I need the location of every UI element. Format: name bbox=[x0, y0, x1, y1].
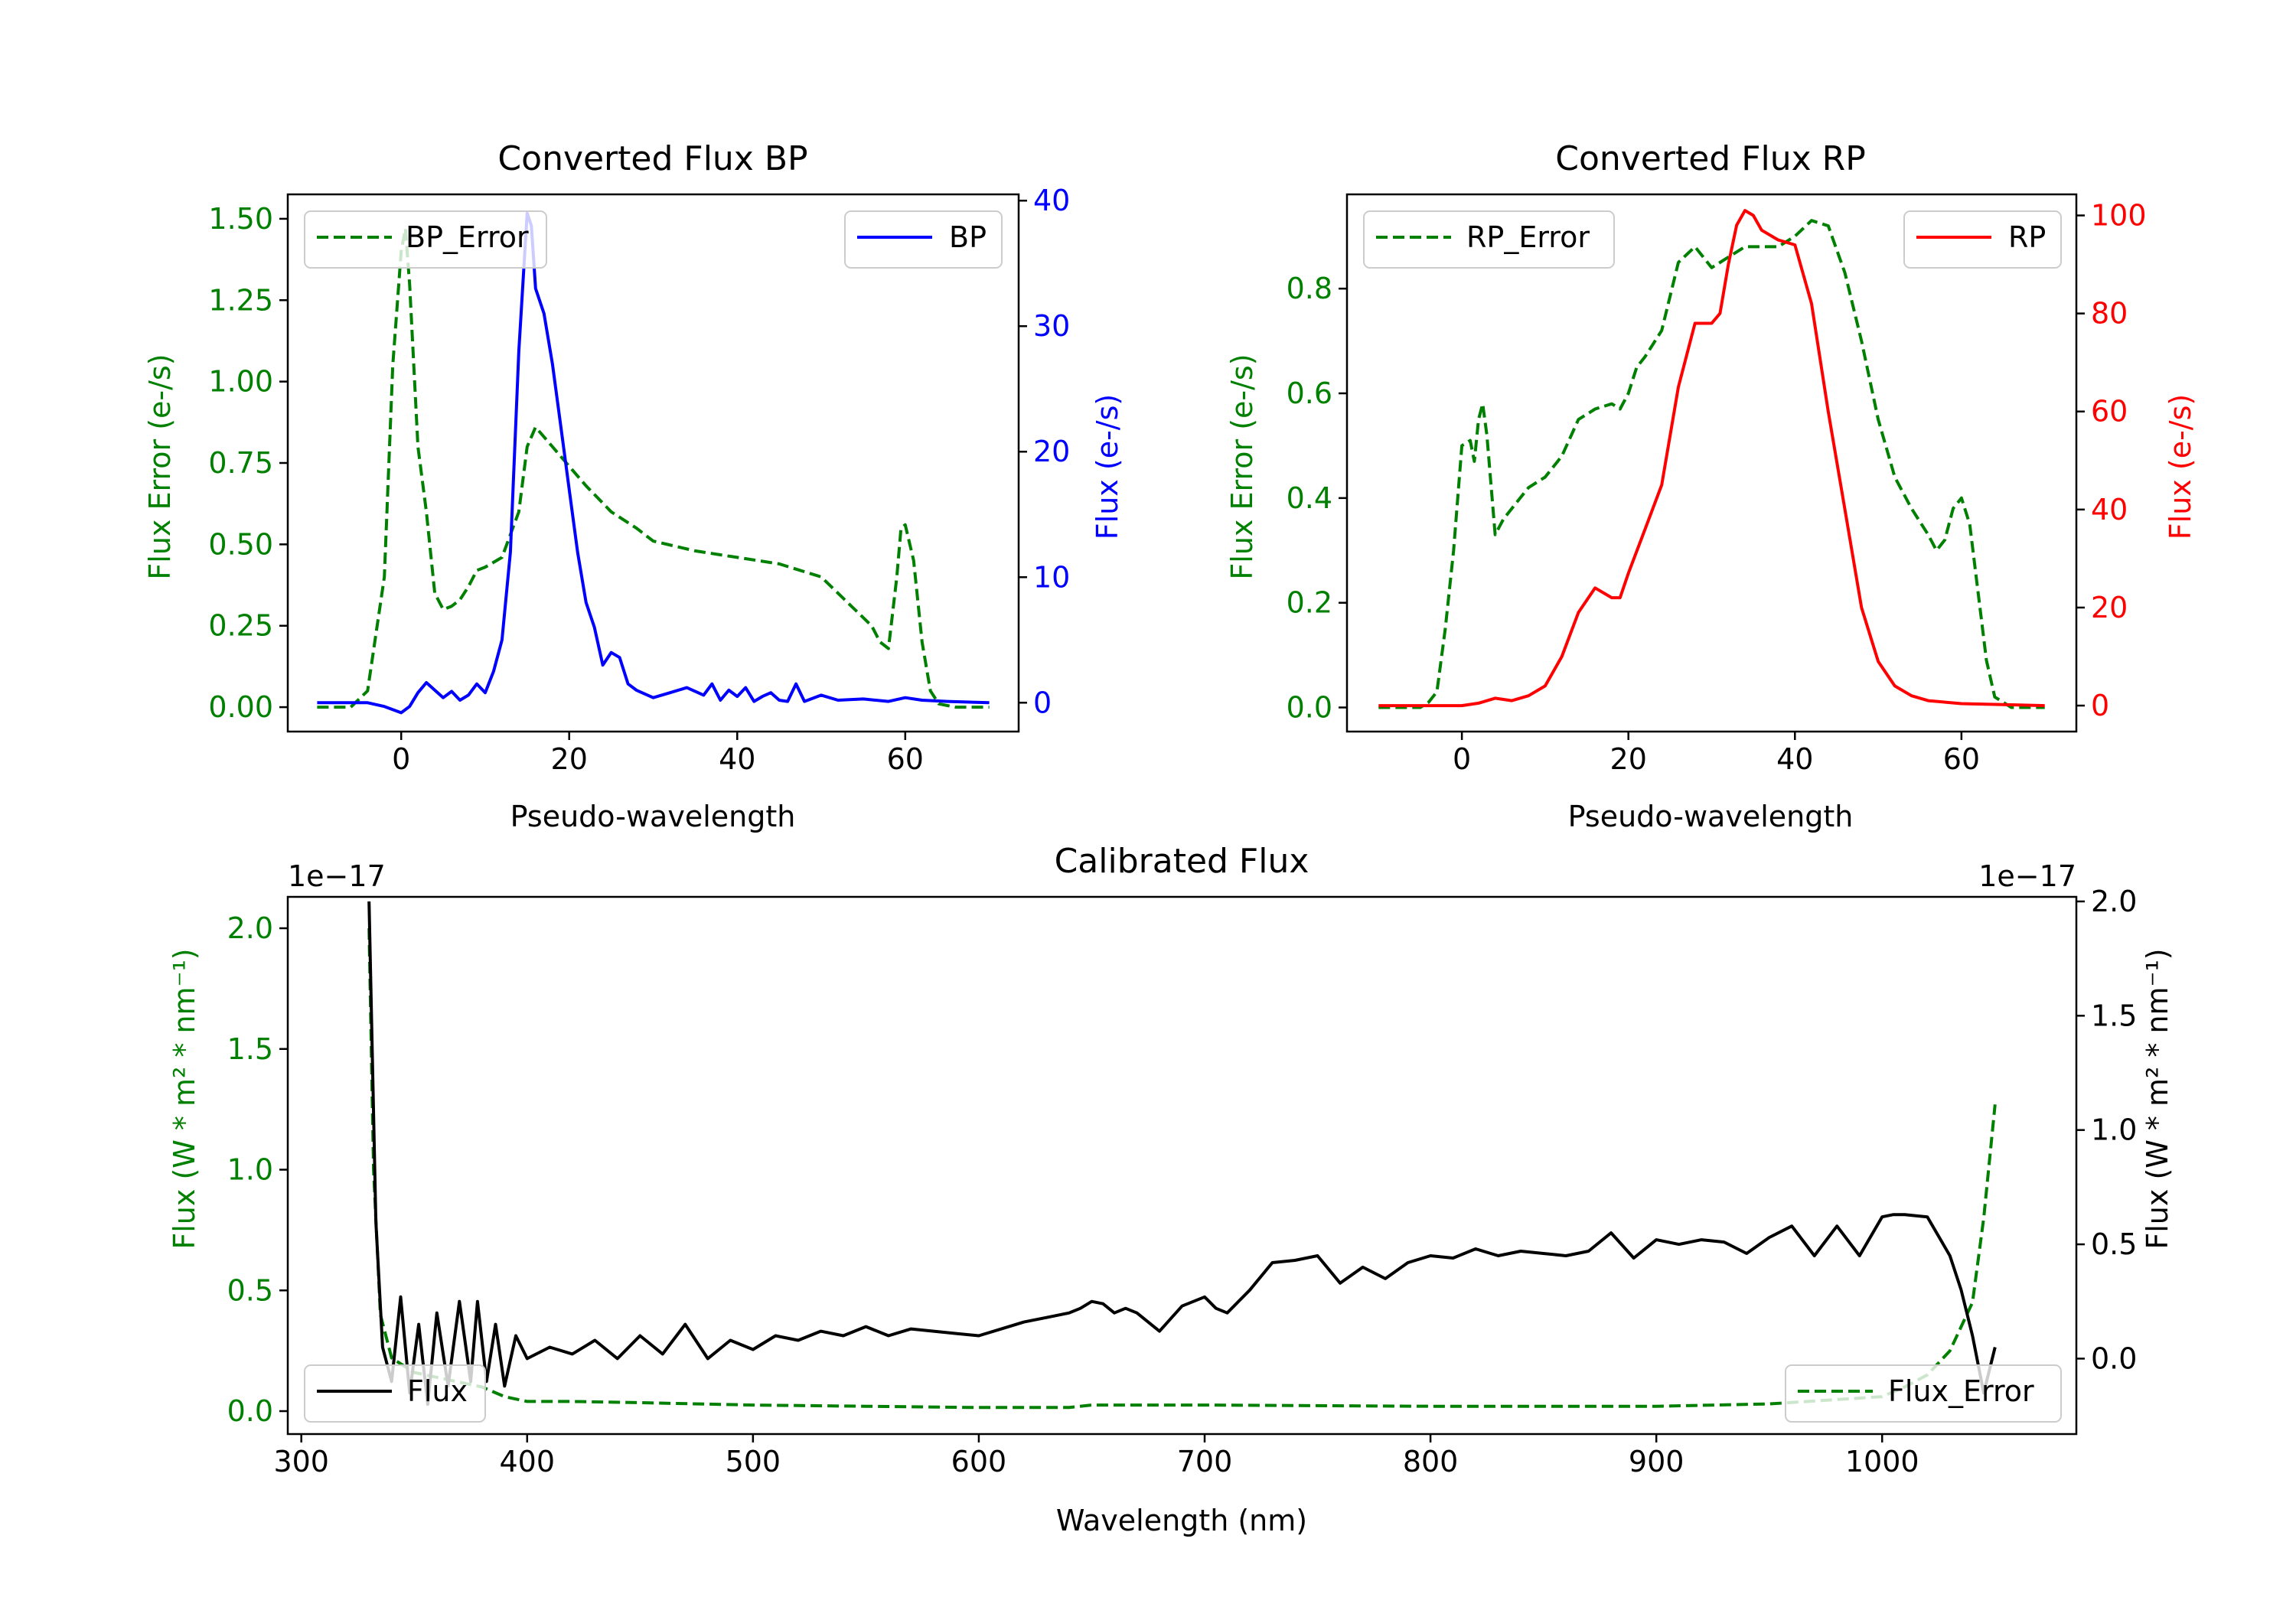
cal-flux-legend: Flux bbox=[304, 1364, 486, 1423]
rp-left-ytick-label: 0.4 bbox=[1287, 481, 1332, 515]
cal-right-offset-text: 1e−17 bbox=[1978, 859, 2076, 893]
cal-left-ytick-label: 0.5 bbox=[227, 1273, 273, 1307]
bp-xtick-label: 20 bbox=[551, 742, 588, 776]
cal-xtick-label: 800 bbox=[1403, 1445, 1459, 1478]
rp-axes-frame bbox=[1345, 193, 2078, 733]
cal-right-ytick-label: 2.0 bbox=[2091, 885, 2137, 918]
rp-plot-layer: 0 20 40 60 0.0 0.2 0.4 0.6 0.8 0 20 40 60 80 100 bbox=[1287, 199, 2147, 776]
rp-right-ytick-label: 60 bbox=[2091, 395, 2128, 429]
rp-right-ytick-label: 100 bbox=[2091, 199, 2147, 233]
bp-left-ytick-label: 0.25 bbox=[208, 609, 273, 643]
cal-xtick-label: 600 bbox=[951, 1445, 1007, 1478]
bp-xtick-label: 0 bbox=[392, 742, 410, 776]
cal-error-legend-label: Flux_Error bbox=[1888, 1374, 2034, 1408]
cal-error-legend: Flux_Error bbox=[1785, 1364, 2062, 1423]
cal-right-ytick-label: 0.5 bbox=[2091, 1227, 2137, 1261]
bp-xtick-label: 60 bbox=[887, 742, 924, 776]
rp-right-ytick-label: 20 bbox=[2091, 591, 2128, 624]
rp-legend-label: RP bbox=[2008, 220, 2046, 254]
rp-error-legend-label: RP_Error bbox=[1466, 220, 1590, 254]
cal-xtick-label: 300 bbox=[273, 1445, 329, 1478]
cal-xlabel: Wavelength (nm) bbox=[1056, 1504, 1307, 1537]
rp-xlabel: Pseudo-wavelength bbox=[1568, 800, 1854, 833]
cal-title: Calibrated Flux bbox=[1055, 842, 1309, 881]
bp-left-ytick-label: 0.75 bbox=[208, 446, 273, 480]
bp-series-bp bbox=[317, 211, 990, 715]
bp-left-ylabel: Flux Error (e-/s) bbox=[143, 354, 177, 579]
bp-left-ytick-label: 0.00 bbox=[208, 690, 273, 724]
rp-xtick-label: 0 bbox=[1453, 742, 1471, 776]
rp-xtick-label: 60 bbox=[1943, 742, 1980, 776]
rp-right-ylabel: Flux (e-/s) bbox=[2164, 394, 2197, 539]
cal-left-ytick-label: 1.0 bbox=[227, 1153, 273, 1187]
cal-right-ylabel: Flux (W * m² * nm⁻¹) bbox=[2141, 948, 2174, 1249]
rp-series-rp-error bbox=[1378, 219, 2045, 709]
bp-left-ytick-label: 1.00 bbox=[208, 365, 273, 399]
bp-legend-label: BP bbox=[949, 220, 987, 254]
cal-xtick-label: 900 bbox=[1629, 1445, 1684, 1478]
bp-panel: Converted Flux BP Pseudo-wavelength Flux… bbox=[143, 139, 1124, 833]
cal-panel: Calibrated Flux Wavelength (nm) Flux (W … bbox=[168, 842, 2174, 1537]
cal-xtick-label: 500 bbox=[726, 1445, 781, 1478]
bp-title: Converted Flux BP bbox=[497, 139, 807, 178]
bp-right-ytick-label: 10 bbox=[1033, 560, 1070, 594]
cal-xtick-label: 1000 bbox=[1845, 1445, 1919, 1478]
cal-left-ytick-label: 1.5 bbox=[227, 1032, 273, 1066]
cal-plot-layer: 300 400 500 600 700 800 900 1000 0.0 0.5 1.0 1.5 2.0… bbox=[227, 885, 2138, 1478]
bp-right-ylabel: Flux (e-/s) bbox=[1091, 394, 1124, 539]
bp-xlabel: Pseudo-wavelength bbox=[510, 800, 796, 833]
cal-left-ylabel: Flux (W * m² * nm⁻¹) bbox=[168, 948, 201, 1249]
rp-panel: Converted Flux RP Pseudo-wavelength Flux… bbox=[1225, 139, 2197, 833]
rp-right-ytick-label: 0 bbox=[2091, 689, 2109, 722]
bp-right-ytick-label: 20 bbox=[1033, 435, 1070, 468]
cal-axes-frame bbox=[286, 895, 2078, 1436]
rp-error-legend: RP_Error bbox=[1363, 210, 1615, 269]
cal-left-ytick-label: 2.0 bbox=[227, 911, 273, 945]
rp-left-ytick-label: 0.6 bbox=[1287, 376, 1332, 410]
rp-title: Converted Flux RP bbox=[1555, 139, 1866, 178]
rp-xtick-label: 40 bbox=[1776, 742, 1813, 776]
cal-left-ytick-label: 0.0 bbox=[227, 1394, 273, 1428]
bp-left-ytick-label: 0.50 bbox=[208, 527, 273, 561]
cal-series-flux bbox=[367, 901, 1997, 1407]
bp-left-ytick-label: 1.25 bbox=[208, 283, 273, 317]
bp-right-ytick-label: 0 bbox=[1033, 686, 1052, 719]
cal-right-ytick-label: 1.5 bbox=[2091, 999, 2137, 1032]
cal-xtick-label: 400 bbox=[500, 1445, 556, 1478]
bp-plot-layer: 0 20 40 60 0.00 0.25 0.50 0.75 1.00 1.25 1.50 0 10 20… bbox=[208, 184, 1070, 776]
bp-error-legend: BP_Error bbox=[304, 210, 547, 269]
cal-xtick-label: 700 bbox=[1177, 1445, 1233, 1478]
bp-series-bp-error bbox=[317, 227, 990, 709]
cal-flux-legend-label: Flux bbox=[407, 1374, 468, 1408]
rp-right-ytick-label: 80 bbox=[2091, 297, 2128, 331]
rp-left-ytick-label: 0.2 bbox=[1287, 586, 1332, 620]
cal-left-offset-text: 1e−17 bbox=[288, 859, 386, 893]
rp-left-ytick-label: 0.0 bbox=[1287, 691, 1332, 725]
bp-right-ytick-label: 40 bbox=[1033, 184, 1070, 217]
cal-series-flux-error bbox=[367, 927, 1997, 1410]
bp-xtick-label: 40 bbox=[719, 742, 755, 776]
rp-series-rp bbox=[1378, 209, 2045, 708]
rp-xtick-label: 20 bbox=[1610, 742, 1647, 776]
bp-right-ytick-label: 30 bbox=[1033, 309, 1070, 343]
rp-left-ylabel: Flux Error (e-/s) bbox=[1225, 354, 1259, 579]
rp-legend: RP bbox=[1903, 210, 2062, 269]
bp-left-ytick-label: 1.50 bbox=[208, 202, 273, 236]
rp-left-ytick-label: 0.8 bbox=[1287, 272, 1332, 305]
bp-axes-frame bbox=[286, 193, 1020, 733]
bp-legend: BP bbox=[844, 210, 1003, 269]
cal-right-ytick-label: 1.0 bbox=[2091, 1113, 2137, 1147]
bp-error-legend-label: BP_Error bbox=[406, 220, 529, 254]
rp-right-ytick-label: 40 bbox=[2091, 493, 2128, 526]
cal-right-ytick-label: 0.0 bbox=[2091, 1341, 2137, 1375]
